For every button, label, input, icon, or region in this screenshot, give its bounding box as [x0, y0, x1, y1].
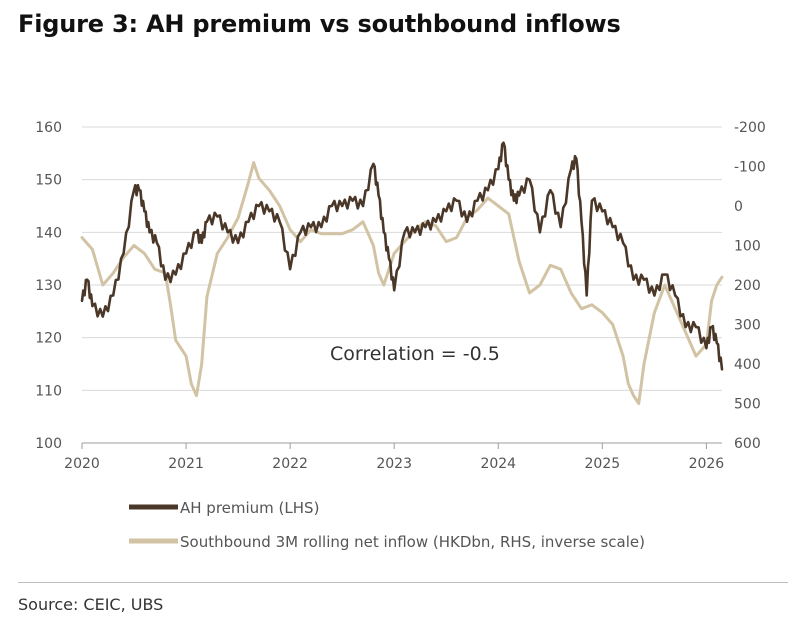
series-southbound-line	[80, 161, 724, 405]
left-tick-label: 100	[35, 436, 62, 452]
x-tick-label: 2023	[376, 456, 412, 472]
left-tick-label: 140	[35, 225, 62, 241]
left-tick-label: 160	[35, 120, 62, 136]
right-tick-label: 400	[734, 357, 761, 373]
legend-label-ah-premium: AH premium (LHS)	[180, 499, 319, 517]
x-tick-label: 2020	[64, 456, 100, 472]
series-ah-premium-line	[80, 141, 724, 371]
right-tick-label: 100	[734, 239, 761, 255]
x-tick-label: 2026	[689, 456, 725, 472]
bottom-divider	[18, 582, 788, 583]
legend-label-southbound: Southbound 3M rolling net inflow (HKDbn,…	[180, 533, 645, 551]
left-tick-label: 120	[35, 331, 62, 347]
right-tick-label: 200	[734, 278, 761, 294]
figure-title: Figure 3: AH premium vs southbound inflo…	[18, 10, 621, 38]
x-tick-label: 2022	[272, 456, 308, 472]
right-tick-label: 0	[734, 199, 743, 215]
right-tick-label: 600	[734, 436, 761, 452]
x-tick-label: 2024	[480, 456, 516, 472]
right-tick-label: 300	[734, 318, 761, 334]
right-tick-label: -200	[734, 120, 766, 136]
left-tick-label: 110	[35, 383, 62, 399]
source-note: Source: CEIC, UBS	[18, 595, 164, 614]
left-tick-label: 150	[35, 173, 62, 189]
x-tick-label: 2025	[585, 456, 621, 472]
correlation-annotation: Correlation = -0.5	[330, 343, 500, 365]
x-tick-label: 2021	[168, 456, 204, 472]
left-tick-label: 130	[35, 278, 62, 294]
right-tick-label: 500	[734, 397, 761, 413]
right-tick-label: -100	[734, 160, 766, 176]
